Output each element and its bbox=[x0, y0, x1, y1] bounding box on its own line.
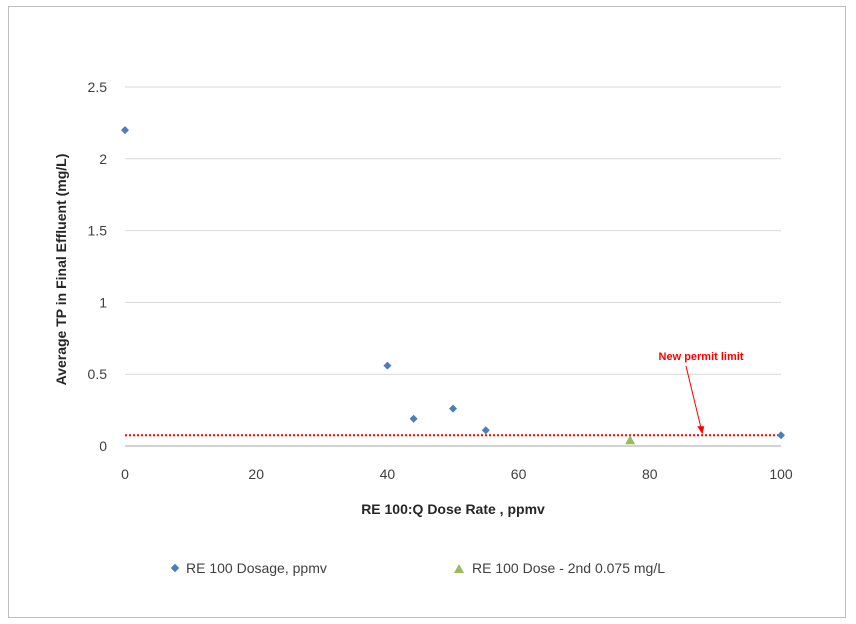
legend-item-dosage: RE 100 Dosage, ppmv bbox=[170, 560, 327, 576]
permit-limit-annotation: New permit limit bbox=[659, 351, 744, 363]
legend: RE 100 Dosage, ppmv RE 100 Dose - 2nd 0.… bbox=[0, 560, 856, 584]
y-tick-label: 1 bbox=[99, 294, 107, 310]
y-tick-label: 0.5 bbox=[88, 366, 108, 382]
legend-diamond-marker bbox=[170, 563, 180, 573]
x-tick-label: 60 bbox=[511, 466, 527, 482]
y-tick-label: 0 bbox=[99, 438, 107, 454]
data-point-dosage bbox=[121, 126, 129, 135]
data-point-second-dose bbox=[625, 435, 636, 445]
x-tick-label: 100 bbox=[769, 466, 793, 482]
x-tick-label: 80 bbox=[642, 466, 658, 482]
legend-triangle-marker bbox=[454, 563, 464, 573]
y-tick-label: 1.5 bbox=[88, 223, 108, 239]
annotation-arrow bbox=[685, 365, 703, 434]
x-tick-label: 0 bbox=[121, 466, 129, 482]
legend-label-second-dose: RE 100 Dose - 2nd 0.075 mg/L bbox=[472, 560, 666, 576]
x-tick-label: 40 bbox=[380, 466, 396, 482]
y-tick-label: 2 bbox=[99, 151, 107, 167]
legend-label-dosage: RE 100 Dosage, ppmv bbox=[186, 560, 327, 576]
y-axis-title: Average TP in Final Effluent (mg/L) bbox=[53, 154, 69, 386]
x-tick-label: 20 bbox=[248, 466, 264, 482]
data-point-dosage bbox=[409, 414, 418, 423]
x-axis-title: RE 100:Q Dose Rate , ppmv bbox=[361, 501, 545, 517]
data-point-dosage bbox=[777, 431, 785, 440]
y-tick-label: 2.5 bbox=[88, 79, 108, 95]
annotation-arrowhead bbox=[697, 426, 705, 435]
legend-item-second-dose: RE 100 Dose - 2nd 0.075 mg/L bbox=[454, 560, 665, 576]
data-point-dosage bbox=[449, 404, 457, 413]
data-point-dosage bbox=[383, 361, 392, 370]
chart-area bbox=[8, 6, 846, 618]
data-point-dosage bbox=[481, 426, 490, 435]
